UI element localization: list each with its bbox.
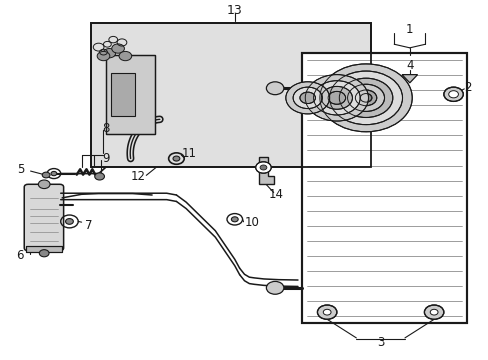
Circle shape [443,87,462,102]
Bar [301,53,466,323]
Bar [111,73,135,116]
Circle shape [65,219,73,224]
Circle shape [231,217,238,222]
Circle shape [321,86,352,109]
Circle shape [323,309,330,315]
FancyBboxPatch shape [24,184,63,251]
Text: 5: 5 [17,163,24,176]
Circle shape [260,165,266,170]
Circle shape [347,84,384,111]
Polygon shape [259,157,273,184]
Text: 2: 2 [464,81,471,94]
Circle shape [317,305,336,319]
Circle shape [97,51,110,61]
Circle shape [42,172,50,178]
Circle shape [103,49,116,58]
Circle shape [339,78,392,117]
Circle shape [355,90,376,106]
Text: 11: 11 [181,148,196,161]
Text: 8: 8 [102,122,109,135]
Polygon shape [401,75,417,83]
Text: 3: 3 [376,336,384,349]
Circle shape [313,81,360,115]
Bar [106,55,154,134]
Circle shape [292,87,322,109]
Text: 12: 12 [131,170,146,183]
Circle shape [173,156,180,161]
Circle shape [285,82,329,114]
Text: 6: 6 [16,248,23,261]
Circle shape [319,64,411,132]
Circle shape [299,92,315,104]
Circle shape [448,91,458,98]
Circle shape [255,162,271,173]
Bar [26,246,62,252]
Bar [91,23,370,167]
Circle shape [327,91,345,104]
Text: 10: 10 [244,216,259,229]
Circle shape [39,249,49,257]
Bar [301,53,466,323]
Bar [26,246,62,252]
Circle shape [266,282,284,294]
Circle shape [424,305,443,319]
Circle shape [360,94,371,102]
Circle shape [429,309,437,315]
Circle shape [51,171,57,176]
Circle shape [266,82,284,95]
Circle shape [329,71,402,125]
Text: 14: 14 [268,188,283,201]
Text: 4: 4 [405,59,413,72]
Circle shape [95,173,104,180]
Circle shape [112,44,124,53]
Text: 7: 7 [85,219,92,232]
Text: 13: 13 [226,4,242,17]
Circle shape [119,51,131,61]
Text: 1: 1 [405,23,413,36]
Text: 9: 9 [102,152,109,165]
Bar [106,55,154,134]
Circle shape [38,180,50,189]
Circle shape [305,75,368,121]
Bar [91,23,370,167]
